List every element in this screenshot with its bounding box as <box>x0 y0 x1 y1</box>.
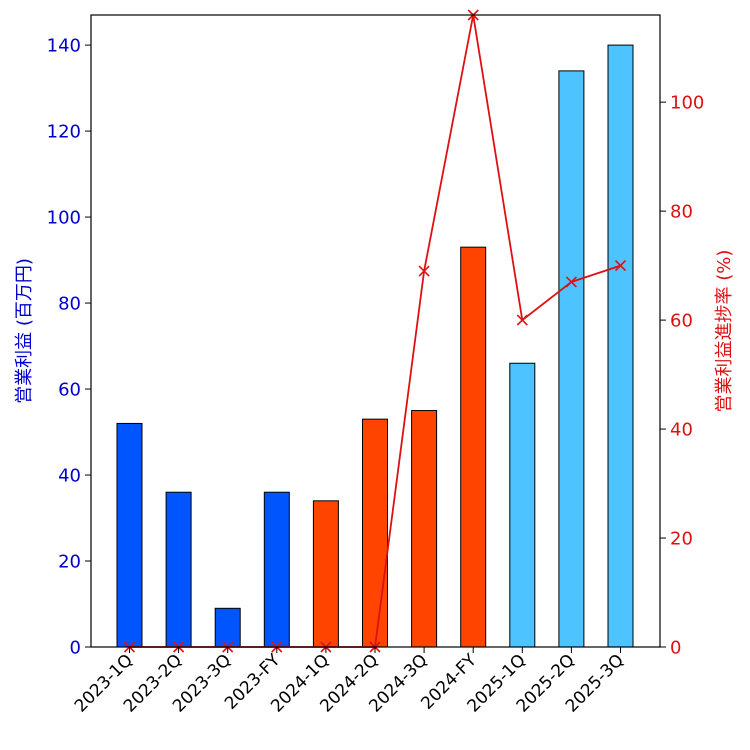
bar-series <box>116 44 634 648</box>
bar-2025-2Q <box>558 70 585 648</box>
line-marker-2025-1Q <box>516 314 528 326</box>
left-tick-label: 120 <box>47 122 81 143</box>
left-tick-label: 20 <box>58 552 81 573</box>
right-tick-label: 60 <box>670 311 693 332</box>
left-y-axis-label: 営業利益 (百万円) <box>14 258 35 404</box>
right-tick-label: 80 <box>670 202 693 223</box>
left-tick-label: 40 <box>58 466 81 487</box>
bar-2025-3Q <box>607 44 634 648</box>
right-tick-label: 40 <box>670 420 693 441</box>
left-tick-label: 140 <box>47 36 81 57</box>
left-tick-label: 100 <box>47 208 81 229</box>
bar-2023-1Q <box>116 422 143 648</box>
right-tick-label: 0 <box>670 638 681 659</box>
bar-2024-FY <box>460 246 487 648</box>
bar-2024-3Q <box>411 410 438 648</box>
left-y-axis: 0 20 40 60 80 100 120 140 <box>47 36 91 659</box>
line-marker-2024-3Q <box>418 265 430 277</box>
x-axis: 2023-1Q2023-2Q2023-3Q2023-FY2024-1Q2024-… <box>71 647 628 717</box>
bar-2023-FY <box>263 491 290 648</box>
left-tick-label: 0 <box>70 638 81 659</box>
bar-2024-1Q <box>312 500 339 648</box>
line-marker-2025-3Q <box>614 260 627 272</box>
bar-2023-3Q <box>214 607 241 648</box>
right-tick-label: 20 <box>670 529 693 550</box>
right-tick-label: 100 <box>670 93 704 114</box>
bar-2025-1Q <box>509 362 536 648</box>
bar-2024-2Q <box>362 418 388 648</box>
bar-2023-2Q <box>165 491 192 648</box>
left-tick-label: 80 <box>58 294 81 315</box>
right-y-axis-label: 営業利益進捗率 (%) <box>714 250 735 413</box>
left-tick-label: 60 <box>58 380 81 401</box>
right-y-axis: 0 20 40 60 80 100 <box>660 93 704 659</box>
line-marker-2025-2Q <box>565 276 577 288</box>
